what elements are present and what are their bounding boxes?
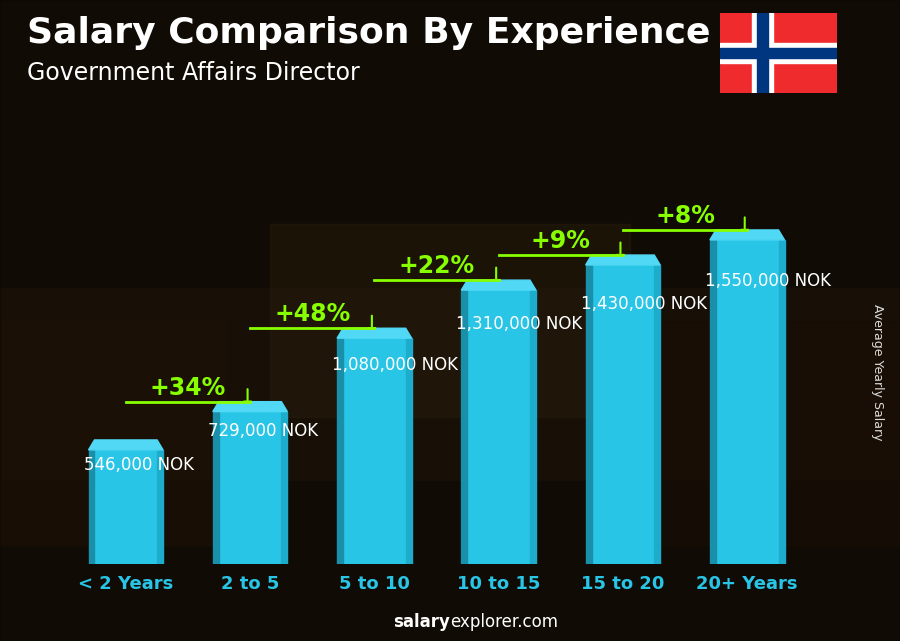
Bar bbox=[467, 290, 530, 564]
Text: salary: salary bbox=[393, 613, 450, 631]
Bar bbox=[720, 43, 837, 63]
Bar bbox=[654, 265, 661, 564]
Bar bbox=[720, 48, 837, 58]
Bar bbox=[406, 338, 411, 564]
Polygon shape bbox=[586, 255, 661, 265]
Text: 1,080,000 NOK: 1,080,000 NOK bbox=[332, 356, 458, 374]
Text: +34%: +34% bbox=[149, 376, 226, 399]
Bar bbox=[716, 240, 778, 564]
Text: Salary Comparison By Experience: Salary Comparison By Experience bbox=[27, 16, 710, 50]
Bar bbox=[270, 224, 630, 417]
Bar bbox=[778, 240, 785, 564]
Bar bbox=[88, 450, 94, 564]
Bar bbox=[0, 0, 900, 288]
Bar bbox=[752, 13, 773, 93]
Text: Government Affairs Director: Government Affairs Director bbox=[27, 61, 360, 85]
Text: explorer.com: explorer.com bbox=[450, 613, 558, 631]
Bar bbox=[757, 13, 768, 93]
Bar bbox=[710, 240, 716, 564]
Text: 729,000 NOK: 729,000 NOK bbox=[208, 422, 318, 440]
Text: 1,550,000 NOK: 1,550,000 NOK bbox=[705, 272, 831, 290]
Text: 1,430,000 NOK: 1,430,000 NOK bbox=[580, 295, 706, 313]
Text: 546,000 NOK: 546,000 NOK bbox=[84, 456, 194, 474]
Bar bbox=[219, 412, 282, 564]
Bar bbox=[343, 338, 406, 564]
Polygon shape bbox=[88, 440, 163, 450]
Text: +8%: +8% bbox=[655, 204, 715, 228]
Text: +48%: +48% bbox=[274, 302, 350, 326]
Bar bbox=[591, 265, 654, 564]
Text: Average Yearly Salary: Average Yearly Salary bbox=[871, 304, 884, 440]
Bar bbox=[94, 450, 158, 564]
Text: +9%: +9% bbox=[531, 229, 590, 253]
Bar bbox=[630, 320, 900, 545]
Bar bbox=[338, 338, 343, 564]
Polygon shape bbox=[710, 230, 785, 240]
Polygon shape bbox=[212, 402, 287, 412]
Bar bbox=[586, 265, 591, 564]
Bar bbox=[0, 481, 900, 641]
Text: 1,310,000 NOK: 1,310,000 NOK bbox=[456, 315, 582, 333]
Bar bbox=[282, 412, 287, 564]
Bar bbox=[462, 290, 467, 564]
Polygon shape bbox=[338, 328, 411, 338]
Bar bbox=[212, 412, 219, 564]
Bar bbox=[0, 288, 900, 481]
Bar bbox=[530, 290, 536, 564]
Bar bbox=[0, 320, 225, 545]
Bar bbox=[158, 450, 163, 564]
Text: +22%: +22% bbox=[399, 254, 474, 278]
Polygon shape bbox=[462, 280, 536, 290]
FancyBboxPatch shape bbox=[717, 10, 840, 96]
